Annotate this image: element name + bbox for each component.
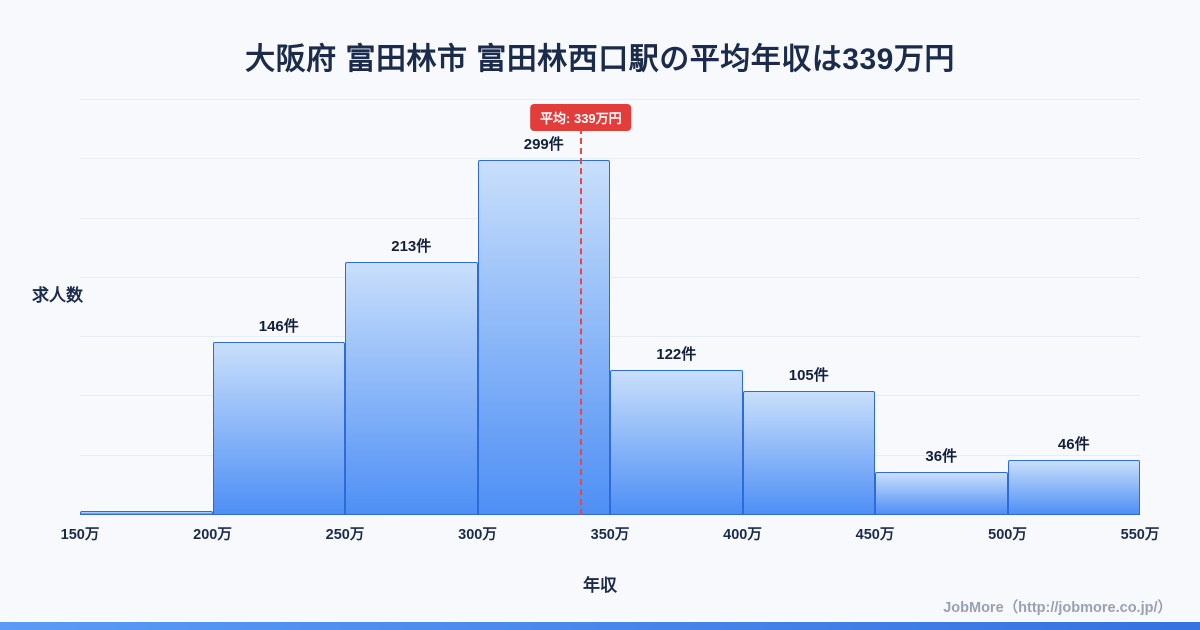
x-tick-label: 150万 [60,527,100,543]
histogram-bar: 36件 [875,448,1008,515]
bar-count-label: 46件 [1057,436,1090,454]
bar-count-label: 213件 [391,238,432,256]
x-axis-ticks: 150万 200万 250万 300万 350万 400万 450万 500万 550万 [61,523,1160,543]
histogram-bar: 46件 [1007,436,1140,515]
histogram-bar: 146件 [212,318,345,515]
x-tick-label: 500万 [988,527,1027,543]
average-line [579,128,582,515]
x-tick-label: 200万 [193,527,232,543]
histogram-bar: 105件 [742,367,875,515]
gridline [80,99,1140,100]
y-axis-label: 求人数 [32,286,83,305]
histogram-bar: 122件 [610,346,743,515]
gridline [80,336,1140,338]
average-badge: 平均: 339万円 [530,104,632,131]
bar-count-label: 122件 [656,346,697,364]
x-tick-label: 250万 [325,527,365,543]
histogram-bar: 213件 [345,238,478,515]
x-tick-label: 450万 [855,527,895,543]
gridline [80,158,1140,160]
x-tick-label: 550万 [1120,527,1160,543]
x-tick-label: 400万 [723,527,762,543]
bar-count-label: 36件 [925,448,958,466]
bar-count-label: 299件 [523,136,564,154]
gridline [80,217,1140,219]
histogram-bar: 299件 [477,136,610,515]
chart-title: 大阪府 富田林市 富田林西口駅の平均年収は339万円 [245,43,955,76]
bar-count-label: 105件 [788,366,829,384]
bottom-accent-bar [0,622,1200,630]
x-axis-label: 年収 [583,576,617,595]
histogram-bar [80,511,213,515]
x-tick-label: 350万 [590,527,630,543]
bar-count-label: 146件 [258,317,299,335]
gridline [80,276,1140,278]
footer-credit: JobMore（http://jobmore.co.jp/） [943,600,1172,616]
x-tick-label: 300万 [458,527,497,543]
plot-area: 146件 213件 299件 122件 105件 36件 46件 平均: 339万円 [80,99,1140,515]
